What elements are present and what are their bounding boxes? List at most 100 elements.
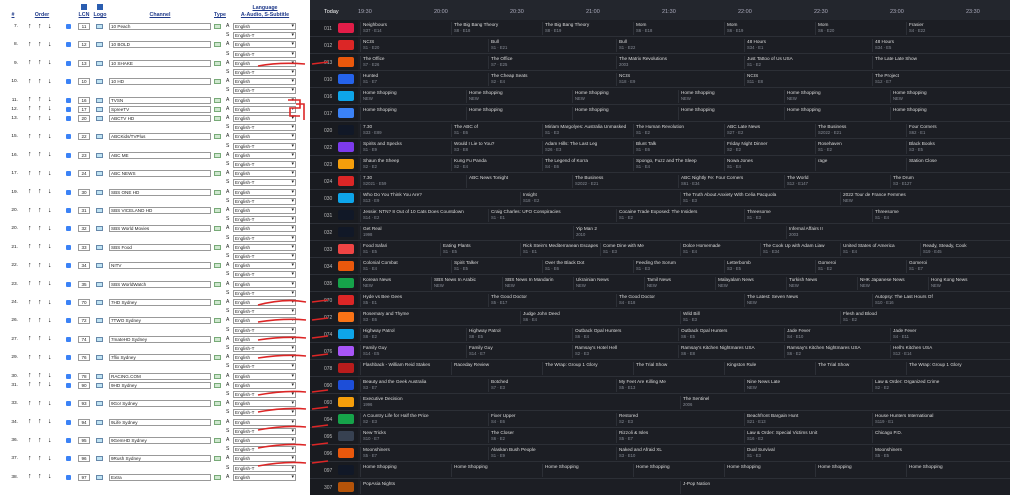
language-select[interactable]: English [233,170,296,178]
program-cell[interactable]: Rosehaven S1 · E2 [815,141,906,154]
channel-name-field[interactable]: ABC ME [109,151,211,159]
enable-checkbox[interactable] [66,474,71,480]
channel-logo-icon[interactable] [338,397,354,407]
channel-name-field[interactable]: 9HD Sydney [109,381,211,389]
program-cell[interactable]: Autopsy: The Last Hours Of S10 · E16 [872,294,1000,307]
channel-logo-icon[interactable] [338,108,354,118]
move-down-icon[interactable]: ↓ [48,298,52,306]
program-cell[interactable]: Home Shopping NEW [360,90,466,103]
channel-name-field[interactable]: 10 BOLD [109,41,211,49]
program-cell[interactable]: The Business S2022 · E21 [815,124,906,137]
program-cell[interactable]: Tamil News NEW [644,277,715,290]
move-up-icon[interactable]: ↑ [38,96,42,104]
channel-name-field[interactable]: SBS World Movies [109,225,211,233]
move-top-icon[interactable]: ↑ [28,224,32,232]
channel-number[interactable]: 033 [324,247,333,253]
enable-checkbox[interactable] [66,281,71,287]
language-select[interactable]: English [233,133,296,141]
program-cell[interactable]: Home Shopping [890,107,996,120]
move-up-icon[interactable]: ↑ [38,151,42,159]
header-channel[interactable]: Channel [149,12,171,18]
language-select[interactable]: English-T [233,409,296,417]
program-cell[interactable]: Mom S6 · E18 [633,22,724,35]
program-cell[interactable]: Home Shopping [906,464,997,477]
program-cell[interactable]: The Office S7 · E26 [360,56,488,69]
channel-number[interactable]: 307 [324,485,333,491]
program-cell[interactable]: Ramsay's Kitchen Nightmares USA S6 · E2 [784,345,890,358]
program-cell[interactable]: The Trial Show [633,362,724,375]
channel-number[interactable]: 031 [324,213,333,219]
program-cell[interactable]: Chicago P.D. [872,430,1000,443]
move-up-icon[interactable]: ↑ [38,381,42,389]
enable-checkbox[interactable] [66,226,71,232]
program-cell[interactable]: Friday Night Dinner S2 · E2 [724,141,815,154]
channel-logo-icon[interactable] [338,74,354,84]
program-cell[interactable]: Ready, Steady, Cook S19 · E45 [920,243,1000,256]
language-select[interactable]: English [233,418,296,426]
move-down-icon[interactable]: ↓ [48,224,52,232]
channel-logo-icon[interactable] [96,24,103,29]
program-cell[interactable]: Food Safari S1 · E5 [360,243,440,256]
channel-logo-icon[interactable] [338,346,354,356]
program-cell[interactable]: The Wrap: Group 1 Glory [542,362,633,375]
enable-checkbox[interactable] [66,42,71,48]
channel-number[interactable]: 032 [324,230,333,236]
language-select[interactable]: English-T [233,32,296,40]
program-cell[interactable]: Home Shopping [542,464,633,477]
move-top-icon[interactable]: ↑ [28,335,32,343]
language-select[interactable]: English-T [233,446,296,454]
enable-checkbox[interactable] [66,60,71,66]
move-top-icon[interactable]: ↑ [28,418,32,426]
language-select[interactable]: English [233,188,296,196]
program-cell[interactable]: Jessie: NTN? 8 Out of 10 Cats Does Count… [360,209,488,222]
language-select[interactable]: English-T [233,464,296,472]
lcn-field[interactable]: 35 [78,280,90,288]
program-cell[interactable]: Home Shopping [572,107,678,120]
language-select[interactable]: English [233,473,296,481]
channel-logo-icon[interactable] [96,42,103,48]
language-select[interactable]: English [233,78,296,86]
move-down-icon[interactable]: ↓ [48,418,52,426]
program-cell[interactable]: Executive Decision 1996 [360,396,680,409]
move-top-icon[interactable]: ↑ [28,372,32,380]
lcn-field[interactable]: 78 [78,372,90,380]
program-cell[interactable]: NHK Japanese News NEW [857,277,928,290]
program-cell[interactable]: ABC Nightly Fe: Four Corners S61 · E34 [678,175,784,188]
move-up-icon[interactable]: ↑ [38,188,42,196]
lcn-field[interactable]: 33 [78,243,90,251]
channel-logo-icon[interactable] [96,355,103,361]
channel-logo-icon[interactable] [338,210,354,220]
lcn-field[interactable]: 95 [78,437,90,444]
program-cell[interactable]: Hong Kong News NEW [928,277,999,290]
program-cell[interactable]: The Big Bang Theory S8 · E19 [542,22,633,35]
language-select[interactable]: English [233,335,296,343]
language-select[interactable]: English [233,354,296,362]
move-down-icon[interactable]: ↓ [48,381,52,389]
program-cell[interactable]: Kung Fu Panda S2 · E4 [451,158,542,171]
channel-number[interactable]: 020 [324,128,333,134]
channel-logo-icon[interactable] [96,438,103,443]
program-cell[interactable]: The ABC of S1 · E6 [451,124,542,137]
program-cell[interactable]: My Feet Are Killing Me S5 · E13 [616,379,744,392]
channel-logo-icon[interactable] [96,244,103,250]
channel-number[interactable]: 070 [324,298,333,304]
program-cell[interactable]: Ramsay's Kitchen Nightmares USA S6 · E8 [678,345,784,358]
lcn-field[interactable]: 11 [78,23,90,30]
channel-name-field[interactable]: 10 HD [109,78,211,86]
program-cell[interactable]: Nowa Jones S1 · E4 [724,158,815,171]
channel-number[interactable]: 010 [324,77,333,83]
program-cell[interactable]: The Trial Show [815,362,906,375]
program-cell[interactable]: Ramsay's Hotel Hell S2 · E3 [572,345,678,358]
language-select[interactable]: English-T [233,216,296,224]
language-select[interactable]: English [233,372,296,380]
program-cell[interactable]: Who Do You Think You Are? S13 · E9 [360,192,520,205]
move-top-icon[interactable]: ↑ [28,261,32,269]
lcn-field[interactable]: 93 [78,400,90,408]
program-cell[interactable]: 7.30 S2021 · E59 [360,175,466,188]
channel-logo-icon[interactable] [96,300,103,305]
program-cell[interactable]: ABC News Tonight [466,175,572,188]
language-select[interactable]: English-T [233,326,296,334]
program-cell[interactable]: 48 Hours S34 · E5 [872,39,1000,52]
program-cell[interactable]: Threesome S1 · E4 [872,209,1000,222]
channel-number[interactable]: 011 [324,26,332,32]
